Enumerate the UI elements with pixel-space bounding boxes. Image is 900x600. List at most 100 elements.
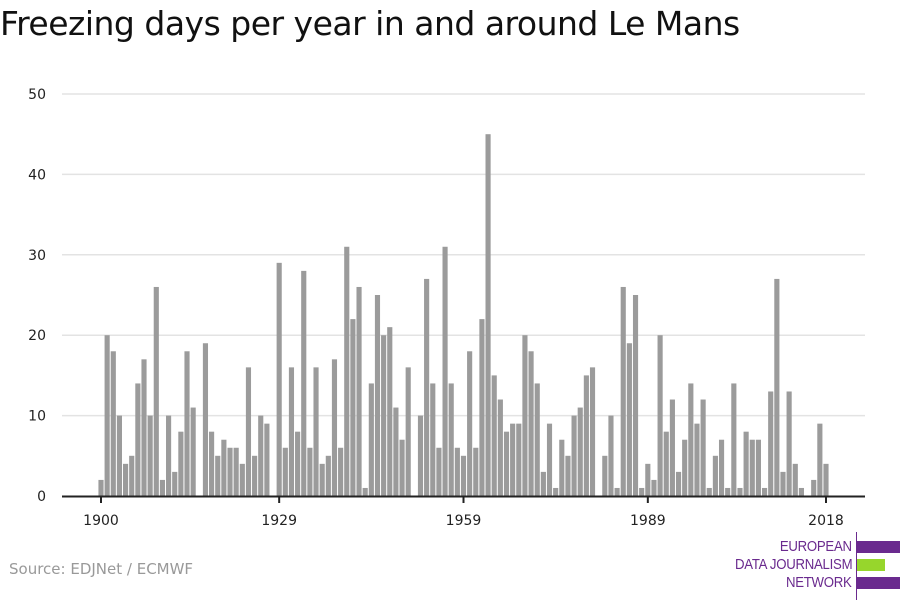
bar-1908 xyxy=(147,415,153,496)
bar-2000 xyxy=(712,455,718,496)
bar-2017 xyxy=(817,423,823,496)
bar-1911 xyxy=(166,415,172,496)
bar-1934 xyxy=(307,447,313,496)
y-tick-label: 0 xyxy=(37,489,46,505)
bar-1973 xyxy=(546,423,553,496)
bar-1976 xyxy=(565,455,571,496)
bar-2018 xyxy=(823,463,829,496)
bar-1983 xyxy=(608,415,614,496)
logo-divider xyxy=(856,532,857,600)
bar-1949 xyxy=(399,439,405,496)
bar-1966 xyxy=(503,431,510,496)
bar-1967 xyxy=(510,423,516,496)
bar-2014 xyxy=(798,487,804,496)
bar-1943 xyxy=(362,487,368,496)
logo-line-data-journalism: DATA JOURNALISM xyxy=(734,556,853,573)
bar-1909 xyxy=(153,286,159,496)
x-tick-label: 1989 xyxy=(630,513,666,529)
bar-2013 xyxy=(792,463,798,496)
bar-1950 xyxy=(405,367,411,496)
bar-1989 xyxy=(645,463,651,496)
bar-2004 xyxy=(737,487,743,496)
bar-1996 xyxy=(688,383,694,496)
bar-1972 xyxy=(540,471,546,496)
bar-1945 xyxy=(374,295,381,496)
bar-1917 xyxy=(202,343,209,496)
bar-2002 xyxy=(725,487,731,496)
y-axis-labels: 0 10 20 30 40 50 xyxy=(28,87,46,505)
y-tick-label: 20 xyxy=(28,328,46,344)
bar-1944 xyxy=(368,383,374,496)
bar-1910 xyxy=(159,479,166,496)
bar-1948 xyxy=(393,407,399,496)
bar-1992 xyxy=(663,431,669,496)
y-tick-label: 50 xyxy=(28,87,46,103)
bar-1957 xyxy=(448,383,454,496)
bar-1994 xyxy=(675,471,682,496)
bar-1931 xyxy=(288,367,295,496)
logo-bar-bottom xyxy=(857,577,900,589)
bar-1926 xyxy=(258,415,264,496)
bar-1968 xyxy=(516,423,522,496)
logo-bar-middle xyxy=(857,559,885,571)
bar-1974 xyxy=(553,487,559,496)
bar-1918 xyxy=(209,431,215,496)
bar-1938 xyxy=(331,359,338,496)
bar-1960 xyxy=(467,351,473,496)
bar-2011 xyxy=(780,471,786,496)
bar-1946 xyxy=(381,335,387,496)
bar-1929 xyxy=(276,262,282,496)
bar-1970 xyxy=(528,351,534,496)
bar-1985 xyxy=(620,286,626,496)
bar-1901 xyxy=(104,335,110,496)
bar-1962 xyxy=(479,319,485,496)
bar-1998 xyxy=(700,399,706,496)
bar-1919 xyxy=(215,455,221,496)
bar-1913 xyxy=(178,431,184,496)
bar-1936 xyxy=(319,463,325,496)
bar-2012 xyxy=(786,391,792,496)
source-note: Source: EDJNet / ECMWF xyxy=(9,560,194,578)
bar-1975 xyxy=(559,439,565,496)
bar-1969 xyxy=(522,335,528,496)
bar-1906 xyxy=(135,383,141,496)
bar-1905 xyxy=(129,455,135,496)
bar-1978 xyxy=(577,407,583,496)
x-tick-label: 1900 xyxy=(83,513,119,529)
bar-1925 xyxy=(252,455,258,496)
bar-1932 xyxy=(295,431,301,496)
bar-1904 xyxy=(123,463,129,496)
bar-2005 xyxy=(743,431,749,496)
bar-1927 xyxy=(264,423,270,496)
gridlines xyxy=(62,93,865,417)
bar-2016 xyxy=(811,479,817,496)
bar-1995 xyxy=(682,439,688,496)
bar-1965 xyxy=(497,399,503,496)
bars xyxy=(98,134,829,496)
bar-1987 xyxy=(632,295,639,496)
bar-1900 xyxy=(98,479,104,496)
bar-2008 xyxy=(761,487,768,496)
bar-1977 xyxy=(571,415,577,496)
bar-1937 xyxy=(325,455,331,496)
bar-1930 xyxy=(282,447,288,496)
y-tick-label: 40 xyxy=(28,167,46,183)
bar-2010 xyxy=(774,278,780,496)
bar-2001 xyxy=(718,439,725,496)
bar-1979 xyxy=(583,375,589,496)
bar-1915 xyxy=(190,407,196,496)
logo-bar-top xyxy=(857,541,900,553)
bar-1955 xyxy=(436,447,442,496)
bar-1961 xyxy=(473,447,479,496)
bar-1993 xyxy=(669,399,675,496)
bar-1903 xyxy=(116,415,122,496)
logo-line-european: EUROPEAN xyxy=(780,538,852,555)
bar-1958 xyxy=(454,447,460,496)
y-tick-label: 30 xyxy=(28,248,46,264)
bar-2009 xyxy=(768,391,774,496)
bar-1991 xyxy=(657,335,663,496)
bar-1959 xyxy=(460,455,467,496)
x-axis: 1900 1929 1959 1989 2018 xyxy=(62,495,865,529)
y-tick-label: 10 xyxy=(28,409,46,425)
